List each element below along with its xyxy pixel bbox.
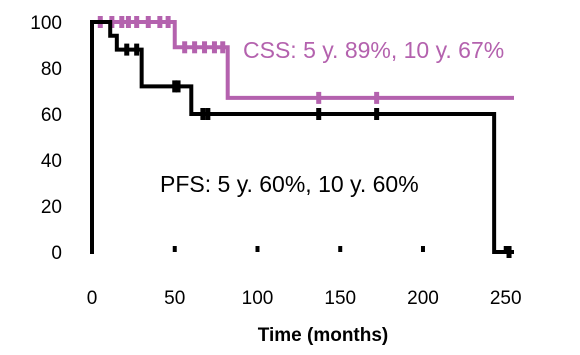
y-tick-label: 80: [41, 59, 62, 80]
x-tick-label: 100: [242, 288, 274, 309]
censor-mark: [145, 16, 151, 28]
censor-mark: [202, 41, 208, 54]
censor-mark: [124, 43, 130, 56]
censor-mark: [175, 80, 181, 93]
y-tick-label: 40: [41, 151, 62, 172]
css-annotation: CSS: 5 y. 89%, 10 y. 67%: [243, 37, 504, 63]
series-layer: [92, 16, 514, 258]
censor-mark: [125, 16, 131, 28]
censor-mark: [200, 108, 206, 120]
y-tick-labels: 0 20 40 60 80 100: [30, 13, 62, 264]
censor-mark: [134, 16, 140, 28]
censor-mark: [119, 16, 125, 28]
censor-mark: [134, 43, 140, 56]
x-tick-label: 200: [407, 288, 439, 309]
censor-mark: [205, 108, 211, 120]
censor-mark: [316, 91, 322, 104]
x-tick-label: 250: [490, 288, 522, 309]
censor-mark: [506, 246, 512, 258]
censor-mark: [157, 16, 163, 28]
x-tick-label: 150: [324, 288, 356, 309]
x-tick-labels: 0 50 100 150 200 250: [87, 288, 522, 309]
y-tick-label: 60: [41, 105, 62, 126]
pfs-annotation: PFS: 5 y. 60%, 10 y. 60%: [160, 171, 419, 197]
y-tick-label: 0: [51, 243, 62, 264]
x-tick-label: 0: [87, 288, 98, 309]
y-tick-label: 100: [30, 13, 62, 34]
censor-mark: [172, 80, 178, 93]
x-ticks: [90, 246, 508, 252]
censor-mark: [211, 41, 217, 54]
series-1: [92, 20, 514, 258]
censor-mark: [182, 41, 188, 54]
y-tick-label: 20: [41, 197, 62, 218]
x-axis-title: Time (months): [258, 325, 389, 346]
censor-mark: [220, 41, 226, 54]
censor-mark: [165, 16, 171, 28]
series-line: [92, 20, 514, 254]
censor-mark: [192, 41, 198, 54]
x-tick-label: 50: [164, 288, 185, 309]
censor-mark: [374, 108, 380, 120]
censor-mark: [316, 108, 322, 120]
censor-mark: [374, 91, 380, 104]
